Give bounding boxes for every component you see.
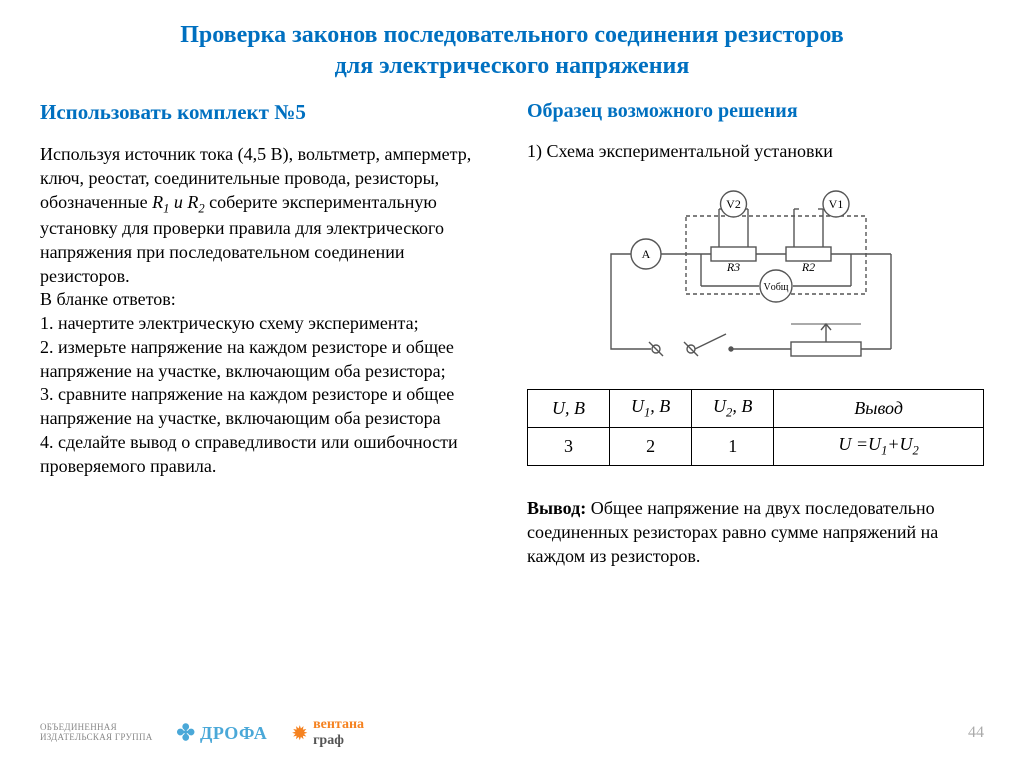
table-cell: 1	[692, 427, 774, 465]
table-row: U, B U1, B U2, B Вывод	[528, 390, 984, 428]
table-header: U, B	[528, 390, 610, 428]
table-cell: U =U1+U2	[774, 427, 984, 465]
circuit-label-r3: R3	[725, 260, 739, 274]
task-item-4: 4. сделайте вывод о справедливости или о…	[40, 432, 458, 476]
drofa-icon: ✤	[177, 720, 195, 746]
conclusion-label: Вывод:	[527, 498, 586, 518]
ventana-icon: ✹	[291, 721, 308, 746]
sym-and: и	[169, 192, 187, 212]
task-item-2: 2. измерьте напряжение на каждом резисто…	[40, 337, 454, 381]
sym-r1: R	[152, 192, 163, 212]
table-header: U2, B	[692, 390, 774, 428]
circuit-diagram: A V2 V1 R3 R2 Vобщ	[591, 174, 921, 374]
drofa-text: ДРОФА	[200, 723, 267, 744]
page-number: 44	[968, 724, 984, 742]
footer: ОБЪЕДИНЕННАЯИЗДАТЕЛЬСКАЯ ГРУППА ✤ ДРОФА …	[40, 717, 984, 749]
circuit-label-v2: V2	[726, 197, 741, 211]
ventana-logo: ✹ вентанаграф	[291, 717, 364, 749]
circuit-label-r2: R2	[800, 260, 814, 274]
task-item-1: 1. начертите электрическую схему экспери…	[40, 313, 419, 333]
table-header: Вывод	[774, 390, 984, 428]
right-heading: Образец возможного решения	[527, 100, 984, 123]
results-table: U, B U1, B U2, B Вывод 3 2 1 U =U1+U2	[527, 389, 984, 465]
page-title: Проверка законов последовательного соеди…	[40, 20, 984, 82]
table-cell: 2	[610, 427, 692, 465]
table-cell: 3	[528, 427, 610, 465]
circuit-label-v1: V1	[828, 197, 843, 211]
table-header: U1, B	[610, 390, 692, 428]
conclusion-text: Общее напряжение на двух последовательно…	[527, 498, 938, 567]
drofa-logo: ✤ ДРОФА	[177, 720, 268, 746]
task-text: Используя источник тока (4,5 В), вольтме…	[40, 143, 497, 478]
task-item-3: 3. сравните напряжение на каждом резисто…	[40, 384, 454, 428]
table-row: 3 2 1 U =U1+U2	[528, 427, 984, 465]
conclusion: Вывод: Общее напряжение на двух последов…	[527, 496, 984, 569]
scheme-caption: 1) Схема экспериментальной установки	[527, 141, 984, 162]
sym-r2: R	[187, 192, 198, 212]
left-heading: Использовать комплект №5	[40, 100, 497, 125]
circuit-label-a: A	[641, 247, 650, 261]
title-line-1: Проверка законов последовательного соеди…	[180, 22, 843, 48]
publisher-group-label: ОБЪЕДИНЕННАЯИЗДАТЕЛЬСКАЯ ГРУППА	[40, 723, 153, 743]
ventana-text: вентанаграф	[313, 717, 364, 749]
circuit-label-vobsch: Vобщ	[763, 282, 788, 293]
blank-line: В бланке ответов:	[40, 289, 176, 309]
title-line-2: для электрического напряжения	[335, 53, 690, 79]
